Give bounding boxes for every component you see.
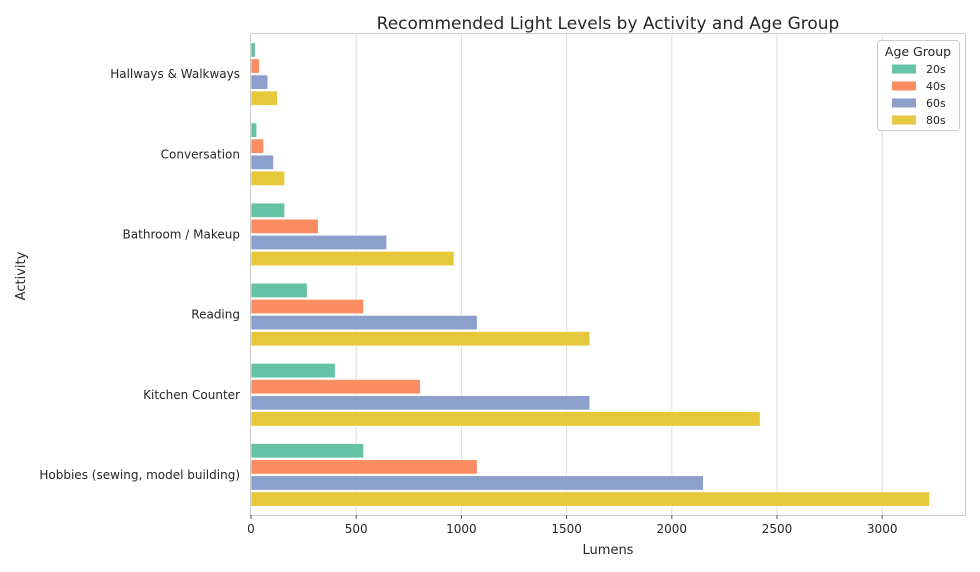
- x-tick-label: 1000: [446, 522, 477, 536]
- legend-swatch-80s: [892, 115, 916, 125]
- y-tick-label: Hallways & Walkways: [110, 67, 240, 81]
- bar-80s-2: [250, 251, 455, 267]
- legend-items: 20s 40s 60s 80s: [892, 63, 946, 127]
- plot-frame: [250, 33, 966, 516]
- bar-60s-2: [250, 234, 388, 250]
- legend-label: 60s: [926, 97, 946, 110]
- bar-40s-5: [250, 459, 478, 475]
- bar-60s-0: [250, 74, 269, 90]
- bar-60s-3: [250, 315, 478, 331]
- legend-swatch-60s: [892, 98, 916, 108]
- y-axis-label: Activity: [14, 251, 29, 300]
- bar-80s-3: [250, 331, 591, 347]
- bar-20s-5: [250, 443, 364, 459]
- bar-60s-5: [250, 475, 704, 491]
- legend-title: Age Group: [885, 44, 951, 59]
- grid-lines: [355, 34, 883, 515]
- bar-20s-1: [250, 122, 257, 138]
- bar-40s-4: [250, 379, 421, 395]
- bar-20s-3: [250, 282, 308, 298]
- bar-40s-0: [250, 58, 260, 74]
- y-tick-label: Bathroom / Makeup: [123, 227, 240, 241]
- y-tick-label: Kitchen Counter: [143, 388, 240, 402]
- bar-80s-5: [250, 491, 930, 507]
- bar-20s-4: [250, 363, 336, 379]
- legend-label: 20s: [926, 63, 946, 76]
- x-axis-label: Lumens: [583, 543, 634, 558]
- x-tick-label: 0: [247, 522, 255, 536]
- x-tick-label: 3000: [867, 522, 898, 536]
- bar-20s-0: [250, 42, 256, 58]
- bar-80s-0: [250, 90, 278, 106]
- legend: Age Group 20s 40s 60s 80s: [877, 40, 960, 131]
- bar-40s-1: [250, 138, 264, 154]
- bar-80s-1: [250, 170, 285, 186]
- x-tick-label: 1500: [551, 522, 582, 536]
- legend-swatch-40s: [892, 81, 916, 91]
- y-tick-label: Hobbies (sewing, model building): [39, 468, 240, 482]
- y-tick-label: Conversation: [161, 147, 240, 161]
- legend-label: 80s: [926, 114, 946, 127]
- bar-80s-4: [250, 411, 761, 427]
- bar-60s-4: [250, 395, 591, 411]
- bar-20s-2: [250, 202, 285, 218]
- x-tick-label: 500: [345, 522, 368, 536]
- legend-label: 40s: [926, 80, 946, 93]
- chart-title: Recommended Light Levels by Activity and…: [377, 14, 840, 34]
- y-axis-ticks: Hallways & Walkways Conversation Bathroom …: [39, 67, 240, 482]
- bar-40s-2: [250, 218, 319, 234]
- y-tick-label: Reading: [191, 308, 240, 322]
- bar-60s-1: [250, 154, 274, 170]
- legend-swatch-20s: [892, 64, 916, 74]
- bar-40s-3: [250, 299, 364, 315]
- x-tick-label: 2000: [657, 522, 688, 536]
- bars: [250, 42, 930, 507]
- x-axis-ticks: 0 500 1000 1500 2000 2500 3000: [247, 515, 897, 536]
- x-tick-label: 2500: [762, 522, 793, 536]
- legend-box: [877, 40, 960, 131]
